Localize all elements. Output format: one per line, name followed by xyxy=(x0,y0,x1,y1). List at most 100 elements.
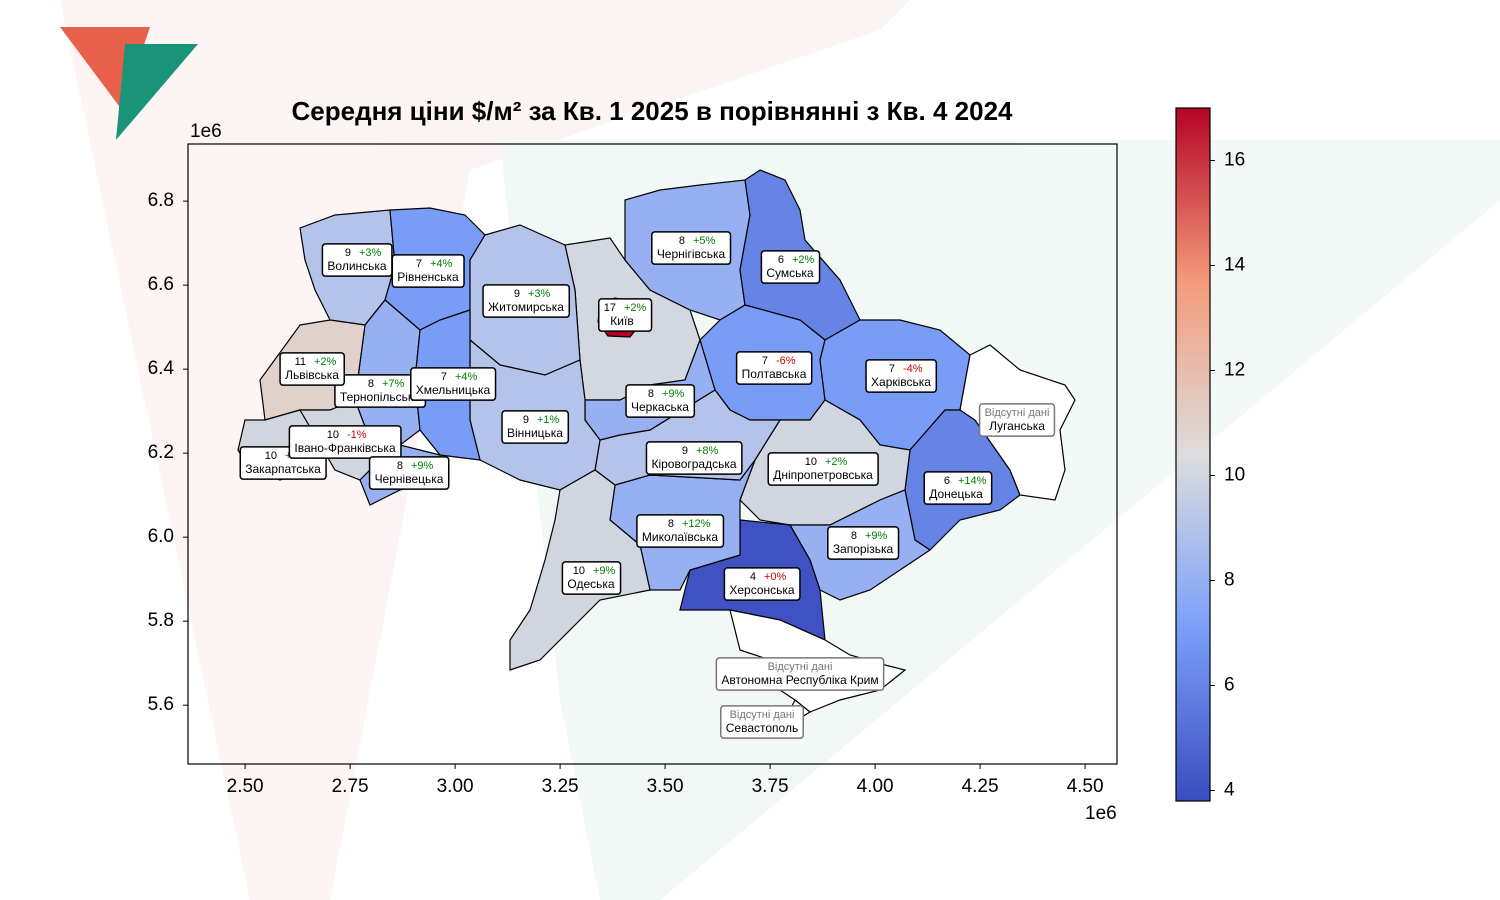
label-box xyxy=(827,526,900,560)
x-tick-label: 2.50 xyxy=(227,776,264,797)
region-name: Хмельницька xyxy=(416,383,491,397)
region-name: Івано-Франківська xyxy=(294,441,396,455)
value-label: 4 xyxy=(750,571,756,583)
colorbar-tick-label: 16 xyxy=(1224,150,1245,171)
region-name: Севастополь xyxy=(726,721,798,735)
label-box xyxy=(391,254,465,288)
region-name: Донецька xyxy=(929,487,983,501)
colorbar-scale xyxy=(1175,107,1211,802)
missing-text: Відсутні дані xyxy=(985,407,1050,419)
region-label: 8 +5%Чернігівська xyxy=(651,231,732,265)
logo xyxy=(60,27,198,140)
label-box xyxy=(715,657,885,691)
label-box xyxy=(410,367,497,401)
value-label: 9 xyxy=(345,247,351,259)
change-label: +14% xyxy=(958,475,987,487)
change-label: +5% xyxy=(693,235,716,247)
region-label: 10 -1%Івано-Франківська xyxy=(288,425,402,459)
value-label: 8 xyxy=(368,378,374,390)
region-name: Автономна Республіка Крим xyxy=(721,673,878,687)
region-label: 7 +4%Рівненська xyxy=(391,254,465,288)
value-label: 10 xyxy=(805,456,817,468)
x-tick-label: 4.00 xyxy=(857,776,894,797)
region-name: Тернопільська xyxy=(340,390,420,404)
x-tick-label: 4.50 xyxy=(1067,776,1104,797)
value-label: 8 xyxy=(668,518,674,530)
colorbar-tick-label: 14 xyxy=(1224,255,1246,276)
change-label: +2% xyxy=(314,356,337,368)
plot-frame xyxy=(187,143,1118,765)
region-name: Одеська xyxy=(567,577,615,591)
y-tick-label: 6.2 xyxy=(148,442,174,463)
label-box xyxy=(760,250,821,284)
region-name: Волинська xyxy=(327,259,387,273)
colorbar-tick-label: 10 xyxy=(1224,465,1245,486)
change-label: -1% xyxy=(347,429,367,441)
value-label: 6 xyxy=(944,475,950,487)
change-label: +4% xyxy=(430,258,453,270)
region-name: Миколаївська xyxy=(642,530,719,544)
chart-title: Середня ціни $/м² за Кв. 1 2025 в порівн… xyxy=(292,96,1014,126)
y-tick-label: 5.8 xyxy=(148,610,174,631)
region-name: Київ xyxy=(610,314,633,328)
change-label: +3% xyxy=(528,288,551,300)
value-label: 10 xyxy=(265,450,277,462)
change-label: +2% xyxy=(792,254,815,266)
change-label: -6% xyxy=(776,355,796,367)
label-box xyxy=(625,384,696,418)
change-label: +8% xyxy=(696,445,719,457)
change-label: +2% xyxy=(825,456,848,468)
x-multiplier: 1e6 xyxy=(1085,803,1117,824)
region-name: Харківська xyxy=(871,375,931,389)
label-box xyxy=(645,441,743,475)
region-name: Чернівецька xyxy=(375,472,444,486)
value-label: 7 xyxy=(889,363,895,375)
colorbar-tick-label: 8 xyxy=(1224,570,1235,591)
value-label: 8 xyxy=(851,530,857,542)
region-label: 8 +9%Чернівецька xyxy=(368,456,450,490)
region-label: 10 +9%Одеська xyxy=(561,561,622,595)
region-label: 9 +3%Волинська xyxy=(321,243,393,277)
region-label: 8 +12%Миколаївська xyxy=(636,514,725,548)
value-label: 7 xyxy=(416,258,422,270)
label-box xyxy=(723,567,801,601)
y-multiplier: 1e6 xyxy=(190,121,222,142)
colorbar-tick-label: 12 xyxy=(1224,360,1245,381)
change-label: +7% xyxy=(382,378,405,390)
region-label: 7 -6%Полтавська xyxy=(735,351,813,385)
axes: 2.50 2.75 3.00 3.25 3.50 3.75 4.00 4.25 4.50 5.6 5… xyxy=(148,143,1118,797)
x-tick-label: 3.75 xyxy=(752,776,789,797)
value-label: 9 xyxy=(682,445,688,457)
region-name: Сумська xyxy=(766,266,814,280)
colorbar: 4 6 8 10 12 14 16 xyxy=(1175,107,1246,802)
label-box xyxy=(288,425,402,459)
change-label: +3% xyxy=(359,247,382,259)
region-name: Львівська xyxy=(285,368,339,382)
colorbar-tick-label: 6 xyxy=(1224,675,1235,696)
region-label: 9 +3%Житомирська xyxy=(482,284,571,318)
missing-text: Відсутні дані xyxy=(768,661,833,673)
value-label: 9 xyxy=(514,288,520,300)
region-label: 9 +1%Вінницька xyxy=(501,410,570,444)
region-name: Херсонська xyxy=(729,583,795,597)
change-label: +12% xyxy=(682,518,711,530)
region-name: Житомирська xyxy=(488,300,564,314)
value-label: 7 xyxy=(762,355,768,367)
region-name: Вінницька xyxy=(507,426,563,440)
change-label: +9% xyxy=(865,530,888,542)
change-label: +9% xyxy=(593,565,616,577)
x-tick-label: 2.75 xyxy=(332,776,369,797)
value-label: 6 xyxy=(778,254,784,266)
value-label: 8 xyxy=(648,388,654,400)
value-label: 8 xyxy=(679,235,685,247)
y-tick-label: 6.8 xyxy=(148,190,174,211)
value-label: 9 xyxy=(523,414,529,426)
label-box xyxy=(720,705,804,739)
label-box xyxy=(368,456,450,490)
value-label: 10 xyxy=(573,565,585,577)
region-label: 9 +8%Кіровоградська xyxy=(645,441,743,475)
change-label: +9% xyxy=(411,460,434,472)
